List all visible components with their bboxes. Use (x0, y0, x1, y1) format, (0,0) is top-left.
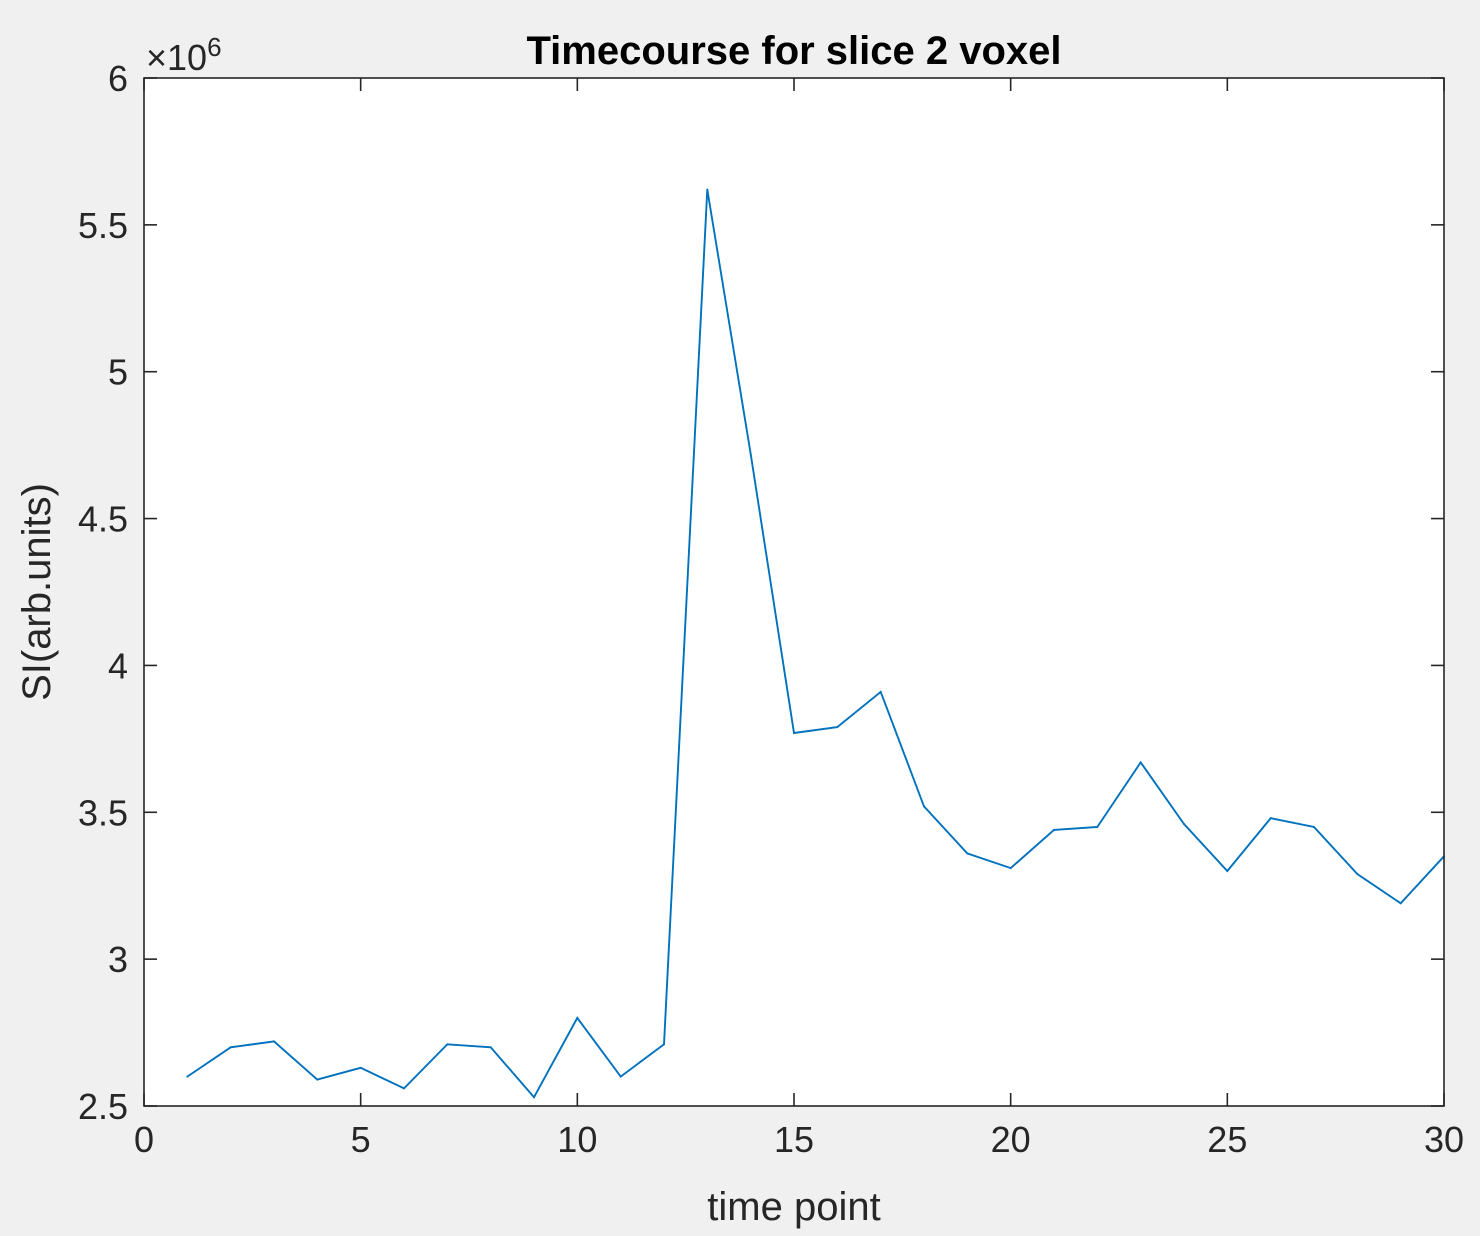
data-point (1009, 867, 1012, 870)
y-tick-label: 5.5 (78, 205, 128, 246)
axis-ticks: 0 5 10 15 20 25 30 2.5 3 3.5 4 4.5 5 5.5 6 (78, 58, 1464, 1160)
y-tick-label: 5 (108, 352, 128, 393)
data-point (1139, 761, 1142, 764)
data-point (403, 1087, 405, 1090)
x-tick-label: 10 (557, 1119, 597, 1160)
data-point (749, 452, 752, 455)
data-point (1356, 872, 1359, 875)
data-point (706, 188, 709, 191)
data-point (1096, 825, 1099, 828)
y-tick-label: 2.5 (78, 1086, 128, 1127)
chart-marks (186, 188, 1445, 1099)
data-point (836, 726, 839, 729)
y-tick-label: 6 (108, 58, 128, 99)
x-tick-label: 15 (774, 1119, 814, 1160)
data-point (1226, 870, 1229, 873)
y-axis-label: SI(arb.units) (15, 483, 59, 701)
x-tick-label: 0 (134, 1119, 154, 1160)
x-tick-label: 30 (1424, 1119, 1464, 1160)
data-point (619, 1075, 622, 1078)
data-point (923, 805, 925, 808)
data-point (1269, 817, 1272, 820)
series-line (186, 189, 1445, 1099)
y-tick-label: 4.5 (78, 499, 128, 540)
data-point (1183, 823, 1185, 826)
x-axis-label: time point (707, 1185, 880, 1229)
data-point (966, 852, 969, 855)
data-point (359, 1066, 362, 1069)
x-tick-label: 5 (351, 1119, 371, 1160)
x-tick-label: 25 (1207, 1119, 1247, 1160)
y-tick-label: 3.5 (78, 792, 128, 833)
data-point (229, 1046, 232, 1049)
data-point (1313, 825, 1315, 828)
plot-area (144, 78, 1444, 1106)
data-point (186, 1075, 189, 1078)
x-tick-label: 20 (991, 1119, 1031, 1160)
data-point (316, 1078, 319, 1081)
y-tick-label: 3 (108, 939, 128, 980)
data-point (533, 1096, 535, 1099)
data-point (273, 1040, 275, 1043)
y-tick-label: 4 (108, 645, 128, 686)
chart-title: Timecourse for slice 2 voxel (526, 29, 1061, 73)
data-point (446, 1043, 449, 1046)
data-point (1053, 828, 1055, 831)
data-point (793, 731, 795, 734)
y-axis-exponent: ×106 (146, 32, 222, 78)
y-axis-exponent-power: 6 (207, 32, 221, 62)
data-point (489, 1046, 492, 1049)
data-point (576, 1016, 579, 1019)
data-point (1399, 902, 1402, 905)
data-point (879, 690, 882, 693)
data-point (663, 1043, 665, 1046)
y-axis-exponent-base: ×10 (146, 37, 207, 78)
